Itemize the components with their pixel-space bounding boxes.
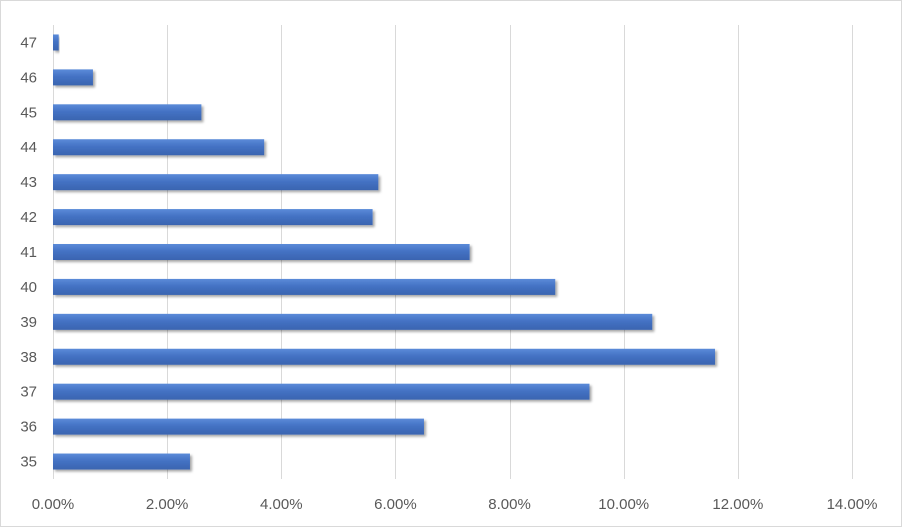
- bar-43: [53, 174, 379, 191]
- x-tick-label: 8.00%: [488, 496, 531, 513]
- y-tick-label: 39: [20, 314, 37, 331]
- y-tick-label: 46: [20, 69, 37, 86]
- bar-42: [53, 209, 373, 226]
- y-tick-label: 36: [20, 419, 37, 436]
- bar-41: [53, 244, 470, 260]
- y-tick-label: 35: [20, 454, 37, 471]
- x-tick-label: 10.00%: [598, 496, 649, 513]
- y-tick-label: 45: [20, 104, 37, 121]
- bars: [53, 34, 716, 470]
- bar-37: [53, 383, 590, 400]
- bar-46: [53, 69, 93, 86]
- y-tick-label: 42: [20, 209, 37, 226]
- x-tick-label: 4.00%: [260, 496, 303, 513]
- x-tick-label: 6.00%: [374, 496, 417, 513]
- y-tick-label: 37: [20, 384, 37, 401]
- x-axis-tick-labels: 0.00% 2.00% 4.00% 6.00% 8.00% 10.00% 12.00% 14.…: [32, 496, 878, 513]
- y-tick-label: 38: [20, 349, 37, 366]
- y-tick-label: 47: [20, 34, 37, 51]
- bar-47: [53, 34, 59, 51]
- bar-36: [53, 418, 424, 435]
- y-tick-label: 43: [20, 174, 37, 191]
- bar-45: [53, 104, 202, 121]
- x-tick-label: 12.00%: [712, 496, 763, 513]
- bar-39: [53, 313, 653, 330]
- x-tick-label: 14.00%: [827, 496, 878, 513]
- y-tick-label: 41: [20, 244, 37, 261]
- bar-40: [53, 278, 556, 295]
- bar-35: [53, 453, 190, 470]
- y-tick-label: 40: [20, 279, 37, 296]
- x-tick-label: 0.00%: [32, 496, 75, 513]
- y-tick-label: 44: [20, 139, 37, 156]
- y-axis-tick-labels: 35 36 37 38 39 40 41 42 43 44 45 46 47: [20, 34, 37, 470]
- x-tick-label: 2.00%: [146, 496, 189, 513]
- bar-38: [53, 348, 716, 365]
- bar-44: [53, 139, 265, 156]
